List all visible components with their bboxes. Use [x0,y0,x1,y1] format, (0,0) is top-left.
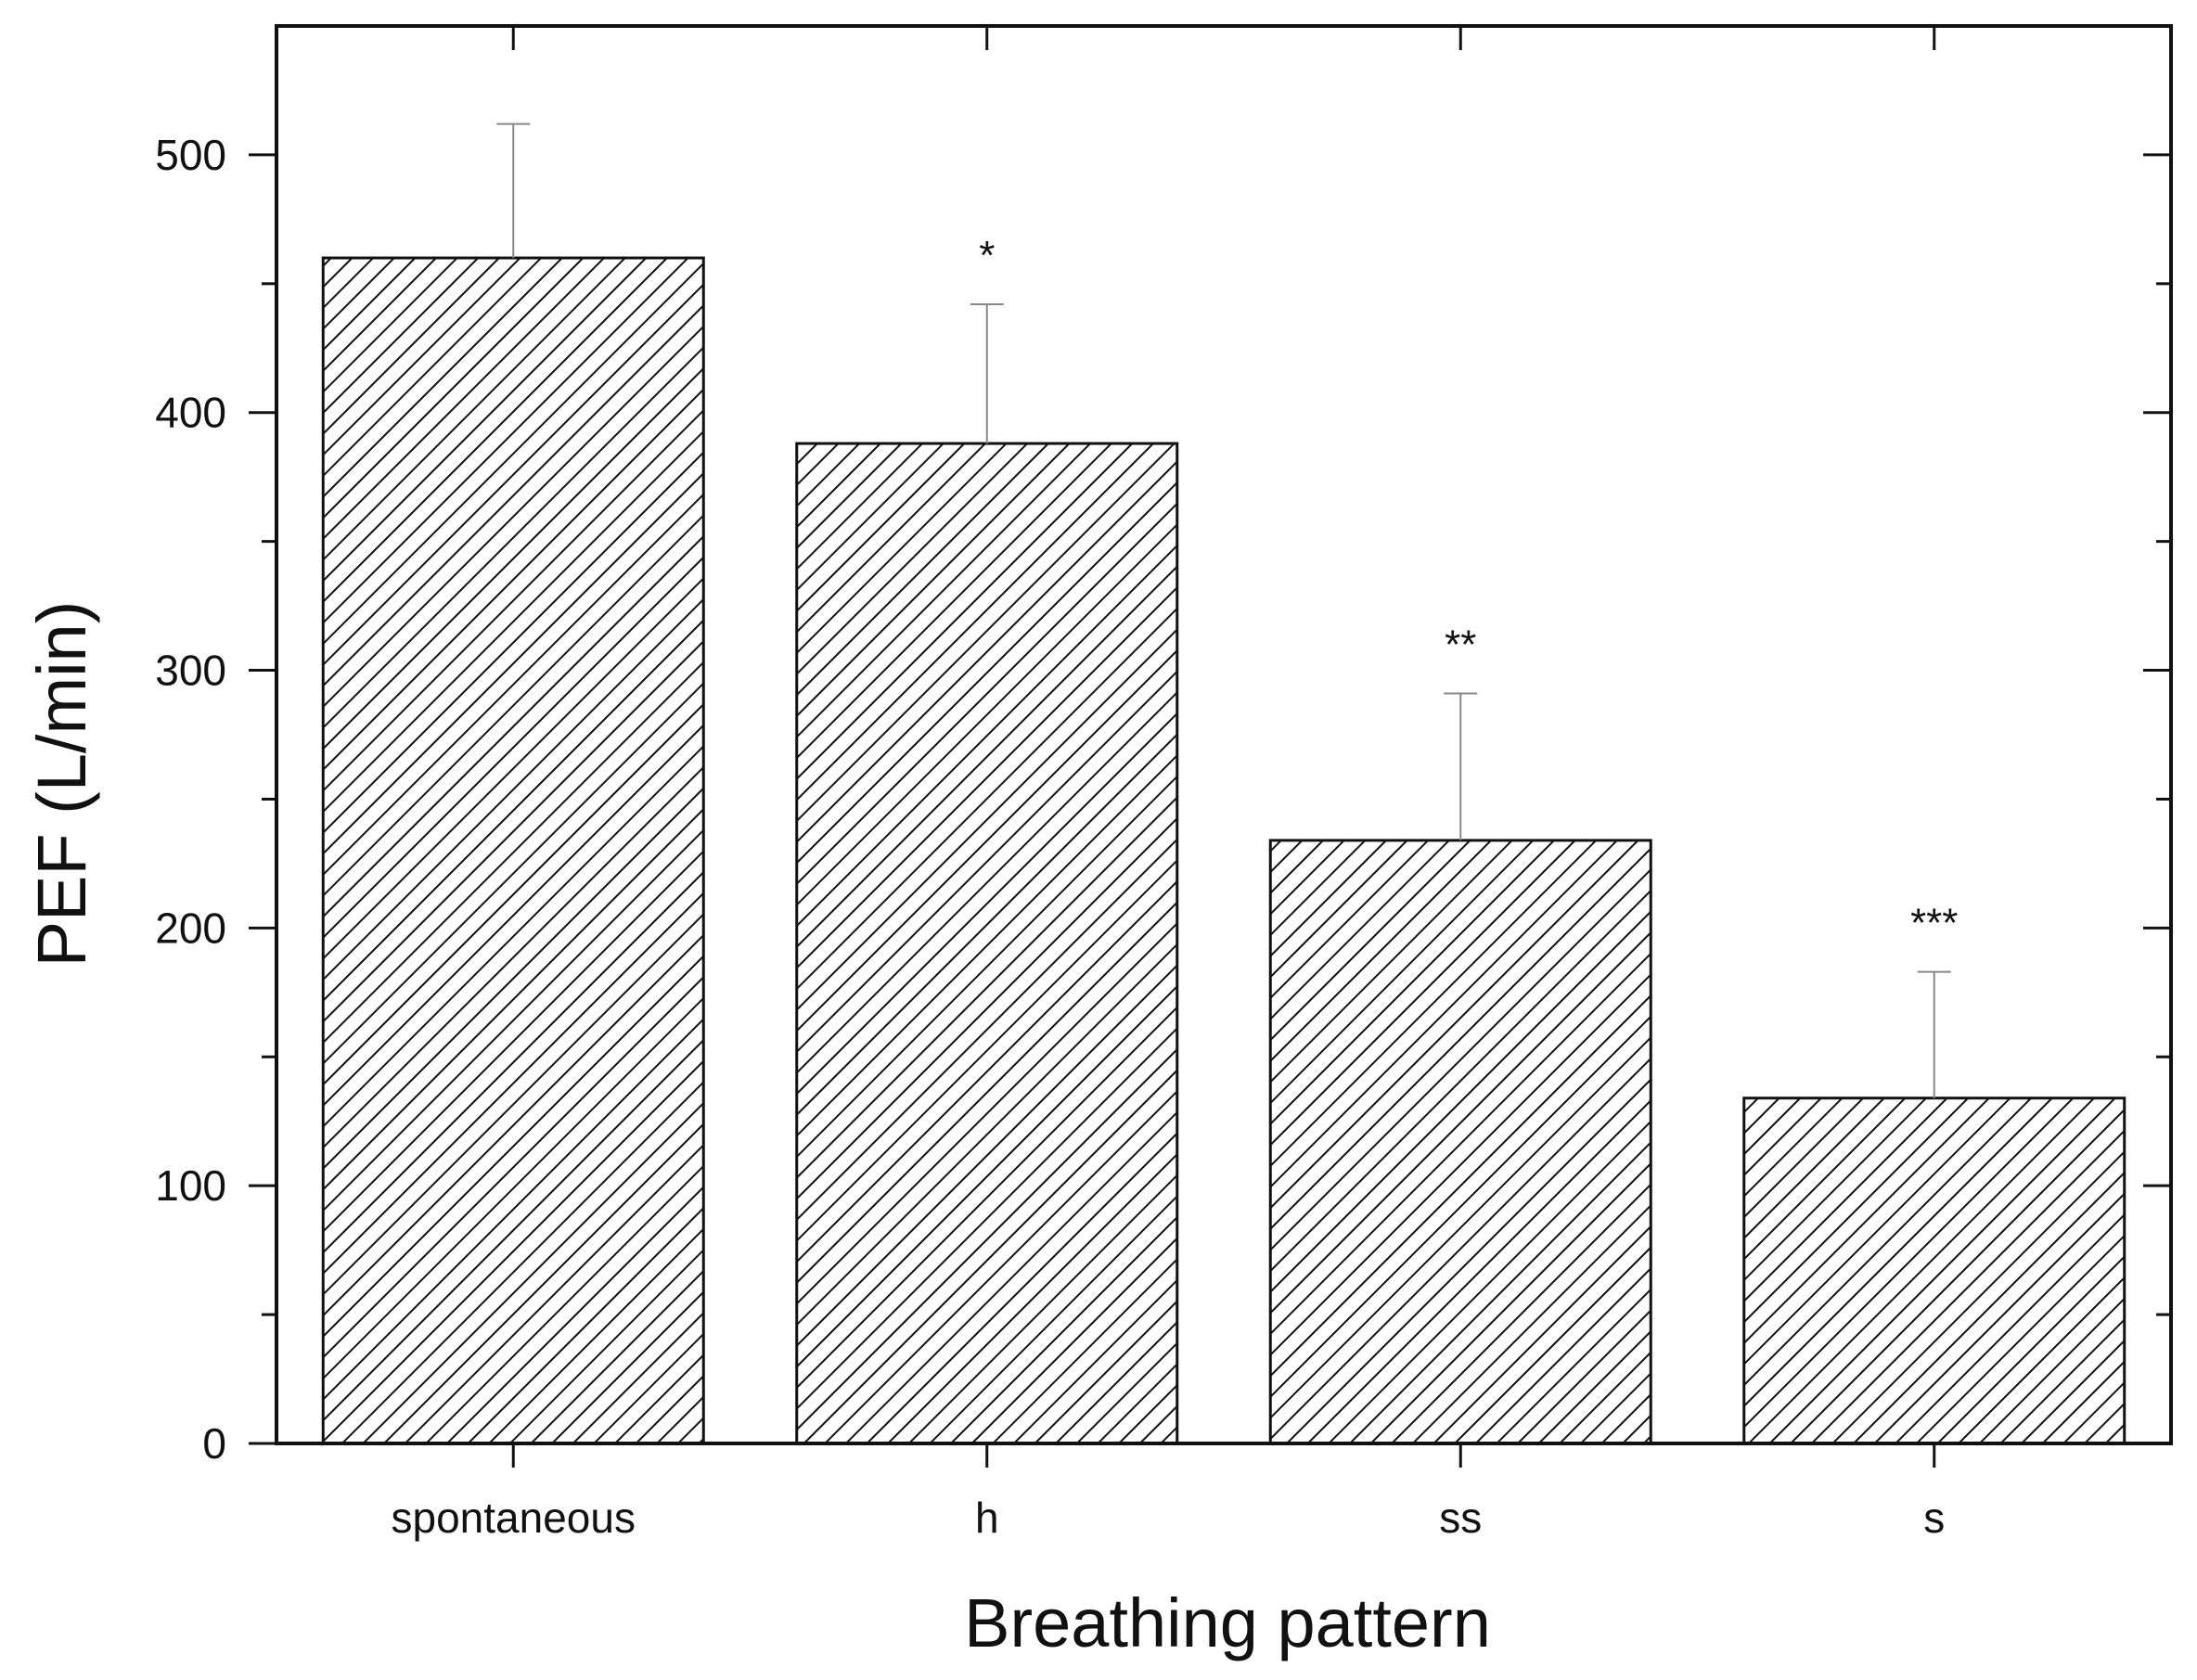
plot-frame [275,24,2173,1445]
x-tick-label-spontaneous: spontaneous [392,1494,636,1542]
bar-spontaneous [321,256,705,1445]
axis-ticks [249,26,2171,1468]
significance-ss: ** [1445,622,1476,668]
x-tick-label-s: s [1923,1494,1945,1542]
significance-h: * [979,233,995,278]
significance-s: *** [1910,901,1958,946]
x-axis-title: Breathing pattern [964,1584,1491,1661]
bar-ss [1268,839,1652,1445]
bar-h [795,442,1179,1445]
y-tick-label-100: 100 [155,1161,226,1210]
y-tick-label-500: 500 [155,131,226,179]
error-bars-layer [496,122,1951,1098]
bars-layer [321,256,2126,1445]
y-tick-label-0: 0 [202,1419,226,1468]
plot-frame-border [275,24,2173,1445]
bar-s [1742,1096,2126,1445]
x-tick-label-h: h [975,1494,999,1542]
y-tick-label-200: 200 [155,904,226,952]
y-tick-label-300: 300 [155,647,226,695]
x-tick-label-ss: ss [1439,1494,1482,1542]
y-axis-title: PEF (L/min) [23,601,100,968]
tick-labels: spontaneous * h ** ss *** s 0 100 200 300 400 500 [155,131,1958,1542]
y-tick-label-400: 400 [155,389,226,437]
